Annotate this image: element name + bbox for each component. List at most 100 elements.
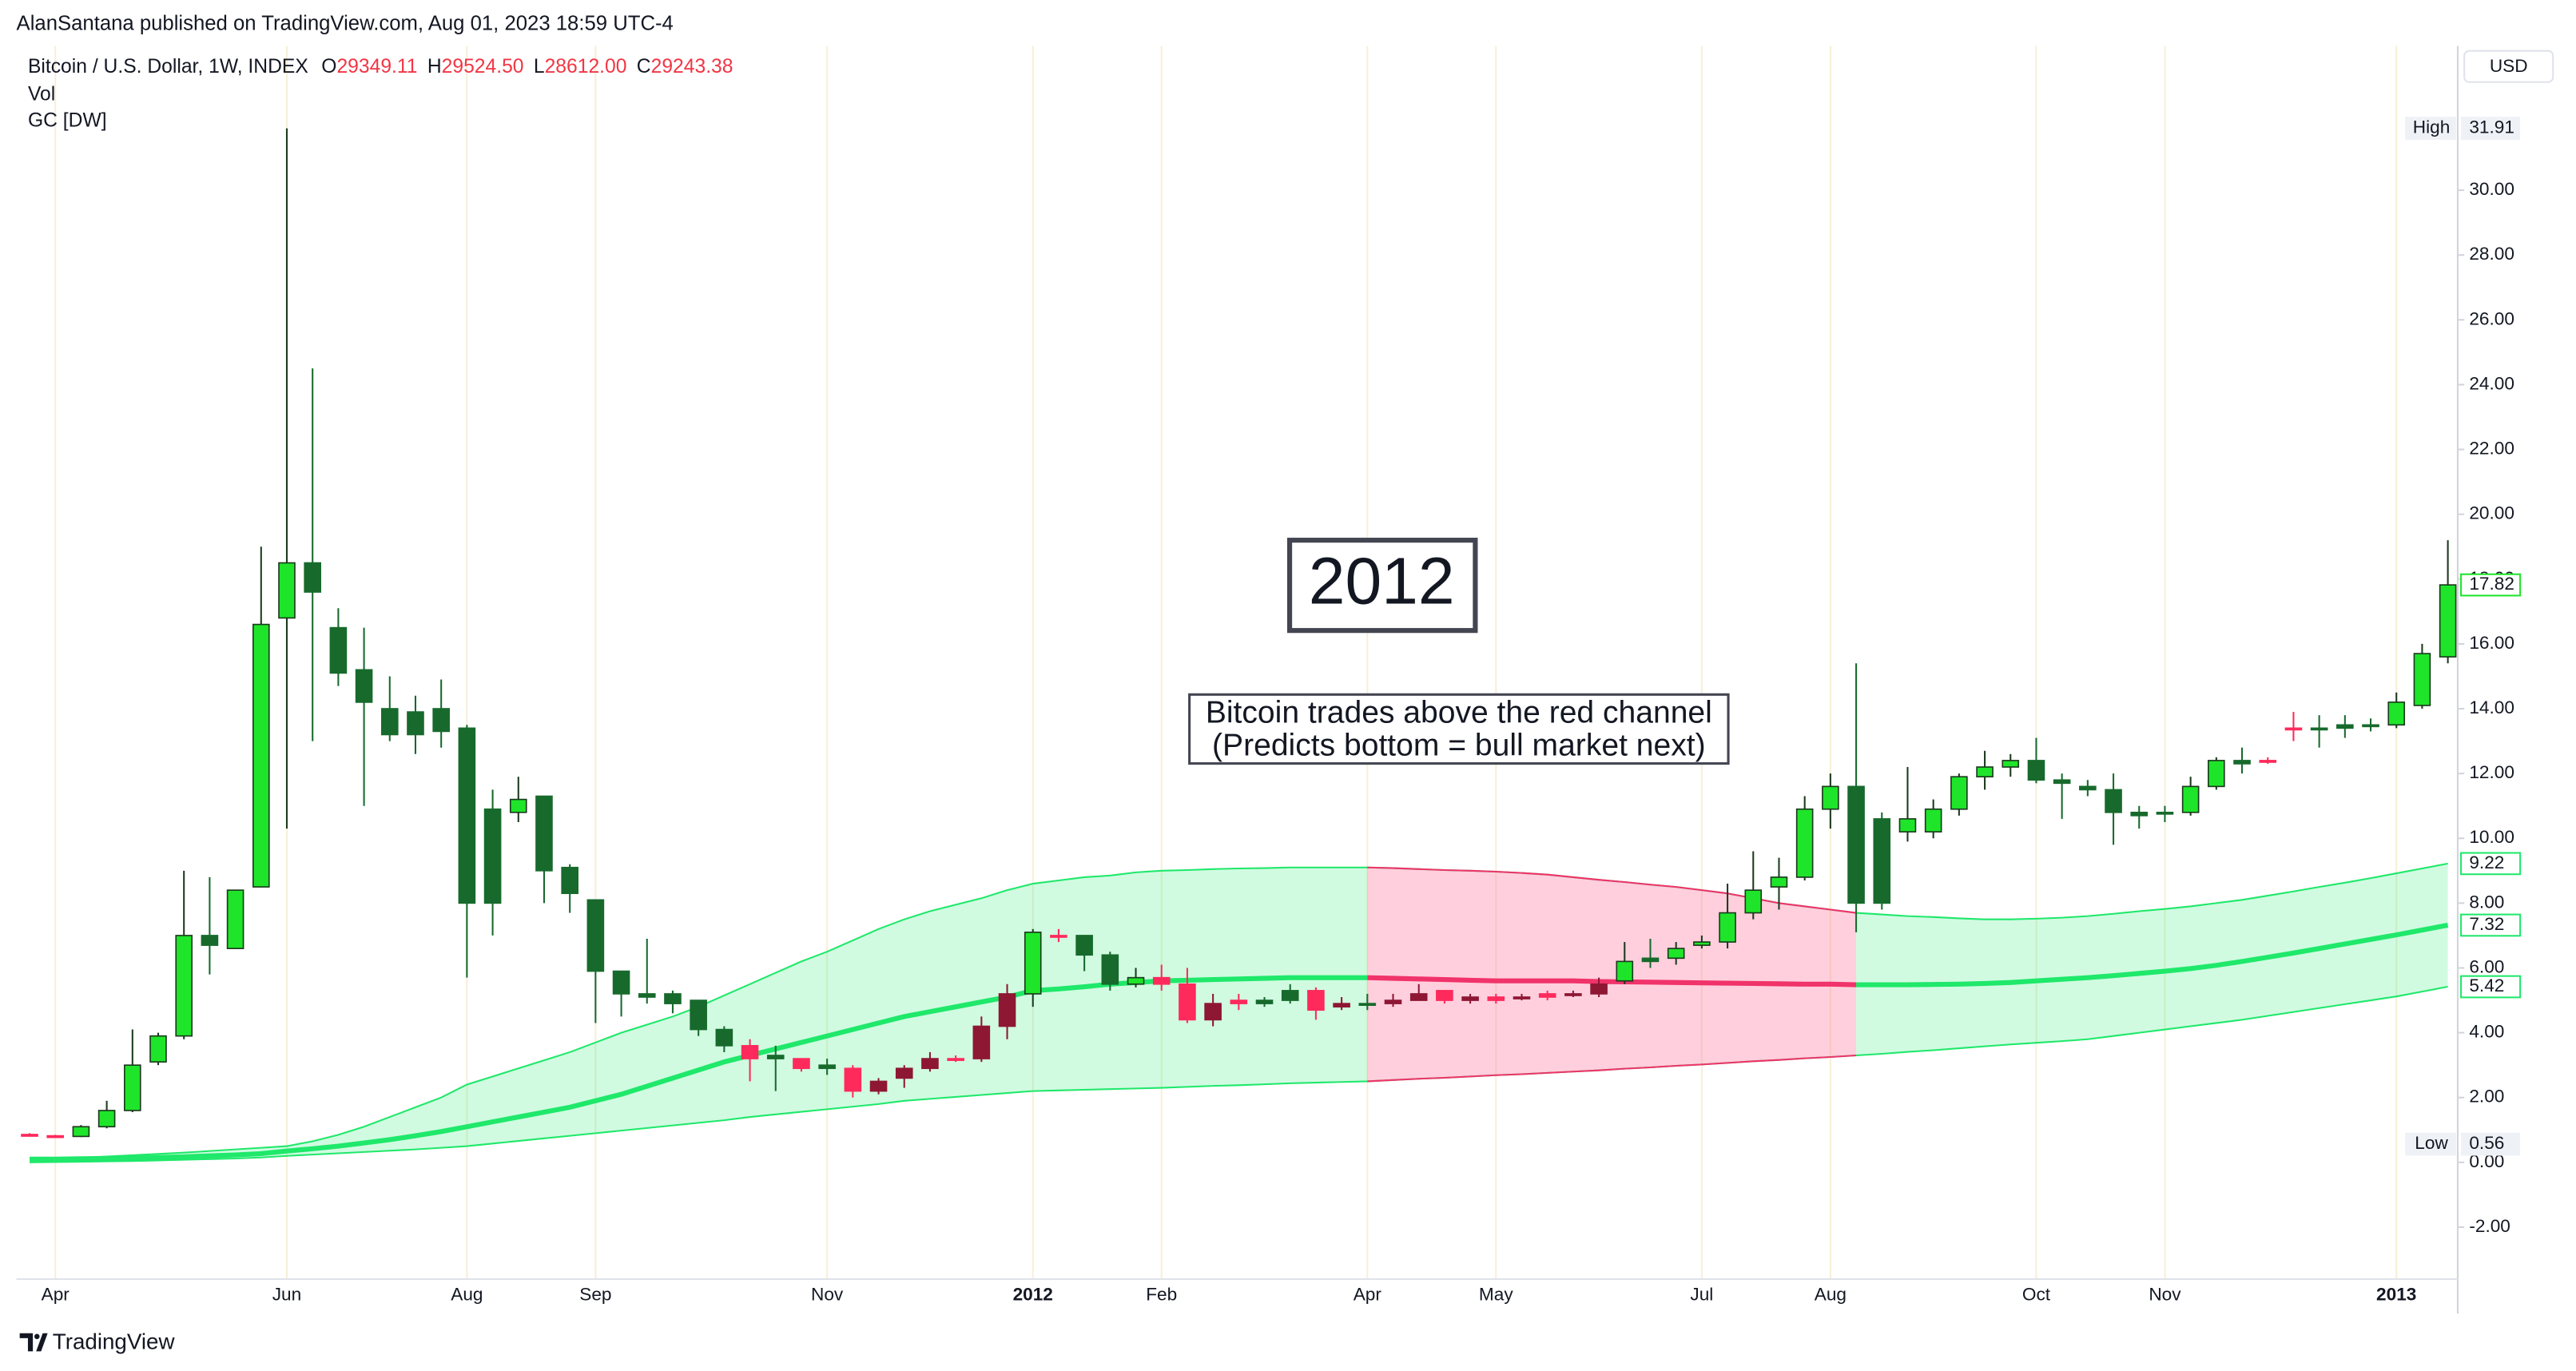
x-tick-label: May	[1479, 1284, 1513, 1304]
x-tick-label: Oct	[2022, 1284, 2051, 1304]
candle-body	[972, 1025, 991, 1059]
channel-band	[853, 928, 879, 1107]
y-tick-label: 4.00	[2469, 1022, 2504, 1042]
annotation-note: Bitcoin trades above the red channel (Pr…	[1188, 693, 1730, 765]
y-tick-label: 16.00	[2469, 633, 2514, 653]
candle-body	[2079, 785, 2097, 791]
ohlc-key: L	[534, 56, 545, 77]
channel-band	[1110, 872, 1136, 1090]
candle-body	[741, 1045, 759, 1059]
channel-band	[749, 972, 776, 1118]
y-tick-label: 24.00	[2469, 373, 2514, 393]
range-tag-box	[2405, 1132, 2456, 1156]
candle-body	[1230, 999, 1248, 1004]
candle-body	[1127, 976, 1145, 985]
candle-body	[844, 1067, 862, 1092]
ohlc-key: O	[321, 56, 336, 77]
channel-band	[595, 1032, 622, 1134]
candle-body	[2310, 727, 2328, 731]
candle-body	[1487, 996, 1505, 1001]
channel-band	[646, 1016, 673, 1128]
channel-band	[1084, 875, 1111, 1090]
channel-band	[1367, 867, 1393, 1082]
candle-body	[1204, 1003, 1222, 1021]
candle-body	[1024, 932, 1042, 995]
candle-body	[432, 708, 450, 733]
candle-body	[1719, 912, 1736, 943]
x-tick-label: Sep	[579, 1284, 611, 1304]
last-value-box	[2460, 975, 2522, 999]
candle-body	[690, 999, 707, 1031]
candle-body	[2259, 760, 2277, 763]
annotation-text: (Predicts bottom = bull market next)	[1212, 728, 1706, 762]
currency-button[interactable]	[2463, 50, 2554, 83]
range-tag-label: Low	[2415, 1133, 2448, 1153]
channel-band	[1496, 872, 1522, 1075]
y-tick-label: 2.00	[2469, 1087, 2504, 1107]
channel-band	[1547, 874, 1573, 1073]
annotation-box	[1188, 693, 1730, 765]
channel-line	[1367, 975, 1857, 988]
x-tick-label: Aug	[1815, 1284, 1847, 1304]
channel-band	[1650, 884, 1676, 1068]
ohlc-key: H	[427, 56, 442, 77]
range-tag-value: 0.56	[2469, 1133, 2504, 1153]
candle-body	[46, 1135, 65, 1139]
candle-body	[1564, 993, 1582, 996]
last-value-label: 17.82	[2469, 574, 2514, 594]
candle-body	[1847, 785, 1865, 904]
last-value-label: 7.32	[2469, 914, 2504, 934]
channel-band	[1418, 868, 1445, 1079]
channel-band	[621, 1024, 647, 1131]
range-tag-value-box	[2461, 117, 2521, 141]
footer-logo: TradingView	[19, 1329, 176, 1353]
logo-icon	[19, 1333, 48, 1352]
candle-body	[1513, 996, 1531, 999]
candle-body	[1358, 1003, 1377, 1006]
candle-body	[329, 626, 348, 674]
channel-line	[1367, 1054, 1857, 1083]
channel-band	[981, 890, 1008, 1095]
candle-body	[1436, 990, 1453, 1001]
channel-band	[389, 1107, 415, 1151]
candle-body	[2233, 760, 2251, 765]
y-tick-label: 20.00	[2469, 503, 2514, 523]
currency[interactable]: USD	[2490, 56, 2528, 76]
ohlc-value: 28612.00	[545, 56, 627, 77]
candle-body	[586, 899, 605, 972]
y-tick-label: 14.00	[2469, 697, 2514, 717]
candle-body	[355, 669, 373, 703]
candle-body	[278, 562, 296, 619]
channel-band	[1521, 872, 1548, 1075]
x-tick-label: Jun	[272, 1284, 301, 1304]
channel-band	[1676, 887, 1702, 1066]
channel-band	[1058, 876, 1085, 1091]
candle-body	[72, 1126, 90, 1138]
candle-body	[175, 935, 193, 1037]
candle-body	[1667, 948, 1685, 960]
candle-body	[998, 993, 1016, 1027]
channel-band	[1624, 882, 1651, 1069]
annotation-text: Bitcoin trades above the red channel	[1206, 695, 1712, 729]
candle-body	[509, 798, 527, 813]
y-tick-label: 30.00	[2469, 179, 2514, 199]
candle-body	[2130, 811, 2149, 817]
channel-band	[929, 904, 956, 1099]
range-tag-value: 31.91	[2469, 117, 2514, 137]
candle-body	[1641, 957, 1660, 963]
x-tick-label: 2013	[2376, 1284, 2416, 1304]
range-tag-label: High	[2413, 117, 2451, 137]
logo-icon	[34, 1333, 40, 1340]
candle-body	[664, 993, 682, 1004]
candle-body	[1924, 808, 1942, 833]
last-value-label: 9.22	[2469, 852, 2504, 872]
candle-body	[2413, 653, 2431, 706]
indicator-label: Vol	[28, 84, 55, 105]
candle-body	[458, 727, 476, 904]
ohlc-key: C	[637, 56, 651, 77]
candle-body	[561, 866, 578, 895]
candle-body	[715, 1028, 733, 1047]
x-tick-label: Apr	[1354, 1284, 1382, 1304]
